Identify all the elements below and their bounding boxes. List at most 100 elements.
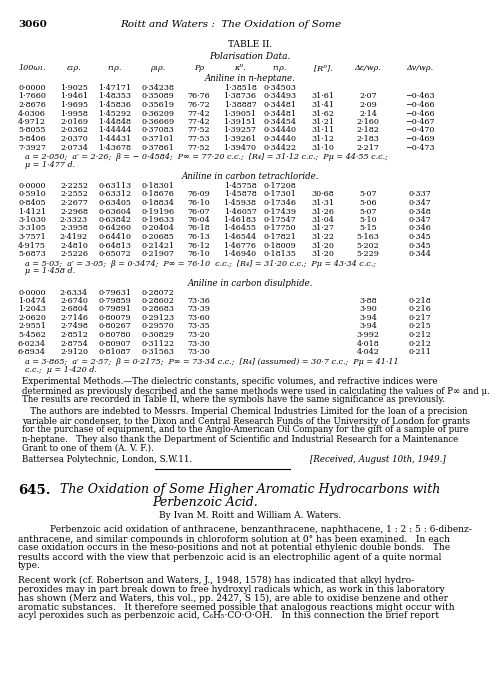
- Text: 0·348: 0·348: [408, 208, 432, 215]
- Text: 5·06: 5·06: [359, 199, 377, 207]
- Text: The authors are indebted to Messrs. Imperial Chemical Industries Limited for the: The authors are indebted to Messrs. Impe…: [22, 407, 468, 416]
- Text: 76·04: 76·04: [188, 216, 210, 224]
- Text: 1·9461: 1·9461: [60, 92, 88, 100]
- Text: 0·28683: 0·28683: [142, 306, 174, 314]
- Text: 1·45292: 1·45292: [98, 109, 132, 117]
- Text: 0·19633: 0·19633: [142, 216, 174, 224]
- Text: 0·0000: 0·0000: [18, 182, 46, 190]
- Text: 0·36669: 0·36669: [142, 118, 174, 126]
- Text: 2·14: 2·14: [359, 109, 377, 117]
- Text: 0·63842: 0·63842: [98, 216, 132, 224]
- Text: 0·31563: 0·31563: [142, 348, 174, 356]
- Text: Recent work (cf. Robertson and Waters, J., 1948, 1578) has indicated that alkyl : Recent work (cf. Robertson and Waters, J…: [18, 576, 414, 585]
- Text: 5·10: 5·10: [359, 216, 377, 224]
- Text: 0·81087: 0·81087: [98, 348, 132, 356]
- Text: 73·60: 73·60: [188, 314, 210, 322]
- Text: 0·17439: 0·17439: [264, 208, 296, 215]
- Text: 2·6740: 2·6740: [60, 297, 88, 305]
- Text: 1·47171: 1·47171: [98, 84, 132, 92]
- Text: 2·217: 2·217: [356, 143, 380, 151]
- Text: 0·17750: 0·17750: [264, 225, 296, 232]
- Text: 0·28072: 0·28072: [142, 289, 174, 297]
- Text: 76·10: 76·10: [188, 250, 210, 258]
- Text: 1·39151: 1·39151: [224, 118, 256, 126]
- Text: 31·22: 31·22: [312, 233, 334, 241]
- Text: determined as previously described and the same methods were used in calculating: determined as previously described and t…: [22, 386, 490, 395]
- Text: [Rᴰ].: [Rᴰ].: [314, 64, 332, 72]
- Text: 76·12: 76·12: [188, 242, 210, 249]
- Text: 0·79631: 0·79631: [98, 289, 132, 297]
- Text: 73·20: 73·20: [188, 331, 210, 339]
- Text: 0·34481: 0·34481: [264, 101, 296, 109]
- Text: 76·09: 76·09: [188, 191, 210, 198]
- Text: 1·46455: 1·46455: [224, 225, 256, 232]
- Text: 0·80079: 0·80079: [98, 314, 132, 322]
- Text: 0·37101: 0·37101: [142, 135, 174, 143]
- Text: a = 3·865;  a′ = 2·57;  β = 0·2175;  P∞ = 73·34 c.c.;  [R₄] (assumed) = 30·7 c.c: a = 3·865; a′ = 2·57; β = 0·2175; P∞ = 7…: [25, 358, 398, 365]
- Text: 0·63113: 0·63113: [98, 182, 132, 190]
- Text: 0·18009: 0·18009: [264, 242, 296, 249]
- Text: 0·211: 0·211: [408, 348, 432, 356]
- Text: 0·64260: 0·64260: [98, 225, 132, 232]
- Text: 0·34238: 0·34238: [142, 84, 174, 92]
- Text: Δε/wρ.: Δε/wρ.: [354, 64, 382, 72]
- Text: 31·21: 31·21: [312, 118, 334, 126]
- Text: 0·65072: 0·65072: [98, 250, 132, 258]
- Text: 0·345: 0·345: [408, 242, 432, 249]
- Text: TABLE II.: TABLE II.: [228, 40, 272, 49]
- Text: 645.: 645.: [18, 483, 50, 496]
- Text: −0·473: −0·473: [405, 143, 435, 151]
- Text: 0·347: 0·347: [408, 216, 432, 224]
- Text: 0·80780: 0·80780: [99, 331, 131, 339]
- Text: 1·0474: 1·0474: [18, 297, 46, 305]
- Text: 76·13: 76·13: [188, 233, 210, 241]
- Text: 31·31: 31·31: [312, 199, 334, 207]
- Text: Perbenzoic acid oxidation of anthracene, benzanthracene, naphthacene, 1 : 2 : 5 : Perbenzoic acid oxidation of anthracene,…: [50, 526, 472, 534]
- Text: 76·72: 76·72: [188, 101, 210, 109]
- Text: 5·6873: 5·6873: [18, 250, 46, 258]
- Text: 1·44431: 1·44431: [98, 135, 132, 143]
- Text: 2·6804: 2·6804: [60, 306, 88, 314]
- Text: 1·45938: 1·45938: [224, 199, 256, 207]
- Text: 0·212: 0·212: [408, 331, 432, 339]
- Text: 2·8676: 2·8676: [18, 101, 46, 109]
- Text: 77·52: 77·52: [188, 143, 210, 151]
- Text: 76·18: 76·18: [188, 225, 210, 232]
- Text: variable air condenser, to the Dixon and Central Research Funds of the Universit: variable air condenser, to the Dixon and…: [22, 416, 470, 426]
- Text: 0·34422: 0·34422: [264, 143, 296, 151]
- Text: 77·52: 77·52: [188, 126, 210, 134]
- Text: 6·0234: 6·0234: [18, 340, 46, 348]
- Text: a = 5·03;  a′ = 3·05;  β = 0·3474;  P∞ = 76·10  c.c.;  [R₄] = 31·20 c.c.;  Pμ = : a = 5·03; a′ = 3·05; β = 0·3474; P∞ = 76…: [25, 259, 376, 268]
- Text: case oxidation occurs in the meso-positions and not at potential ethylenic doubl: case oxidation occurs in the meso-positi…: [18, 543, 450, 553]
- Text: 0·216: 0·216: [408, 306, 432, 314]
- Text: 0·215: 0·215: [408, 323, 432, 331]
- Text: 2·183: 2·183: [356, 135, 380, 143]
- Text: 0·34493: 0·34493: [264, 92, 296, 100]
- Text: The Oxidation of Some Higher Aromatic Hydrocarbons with: The Oxidation of Some Higher Aromatic Hy…: [60, 483, 440, 496]
- Text: 3·992: 3·992: [356, 331, 380, 339]
- Text: 31·61: 31·61: [312, 92, 334, 100]
- Text: 0·79859: 0·79859: [98, 297, 132, 305]
- Text: Aniline in n-heptane.: Aniline in n-heptane.: [204, 74, 296, 83]
- Text: 1·46183: 1·46183: [224, 216, 256, 224]
- Text: 76·76: 76·76: [188, 92, 210, 100]
- Text: 6·8934: 6·8934: [18, 348, 46, 356]
- Text: 4·042: 4·042: [356, 348, 380, 356]
- Text: 2·0362: 2·0362: [60, 126, 88, 134]
- Text: 2·8754: 2·8754: [60, 340, 88, 348]
- Text: 2·5226: 2·5226: [60, 250, 88, 258]
- Text: 1·2043: 1·2043: [18, 306, 46, 314]
- Text: Perbenzoic Acid.: Perbenzoic Acid.: [152, 496, 258, 509]
- Text: 2·2677: 2·2677: [60, 199, 88, 207]
- Text: 0·34440: 0·34440: [264, 126, 296, 134]
- Text: 73·30: 73·30: [188, 348, 210, 356]
- Text: 31·41: 31·41: [312, 101, 334, 109]
- Text: peroxides may in part break down to free hydroxyl radicals which, as work in thi: peroxides may in part break down to free…: [18, 585, 445, 593]
- Text: 0·8405: 0·8405: [18, 199, 46, 207]
- Text: aromatic substances.   It therefore seemed possible that analogous reactions mig: aromatic substances. It therefore seemed…: [18, 602, 454, 612]
- Text: 0·36209: 0·36209: [142, 109, 174, 117]
- Text: 1·39470: 1·39470: [224, 143, 256, 151]
- Text: 0·17547: 0·17547: [264, 216, 296, 224]
- Text: 1·48353: 1·48353: [98, 92, 132, 100]
- Text: 2·0620: 2·0620: [18, 314, 46, 322]
